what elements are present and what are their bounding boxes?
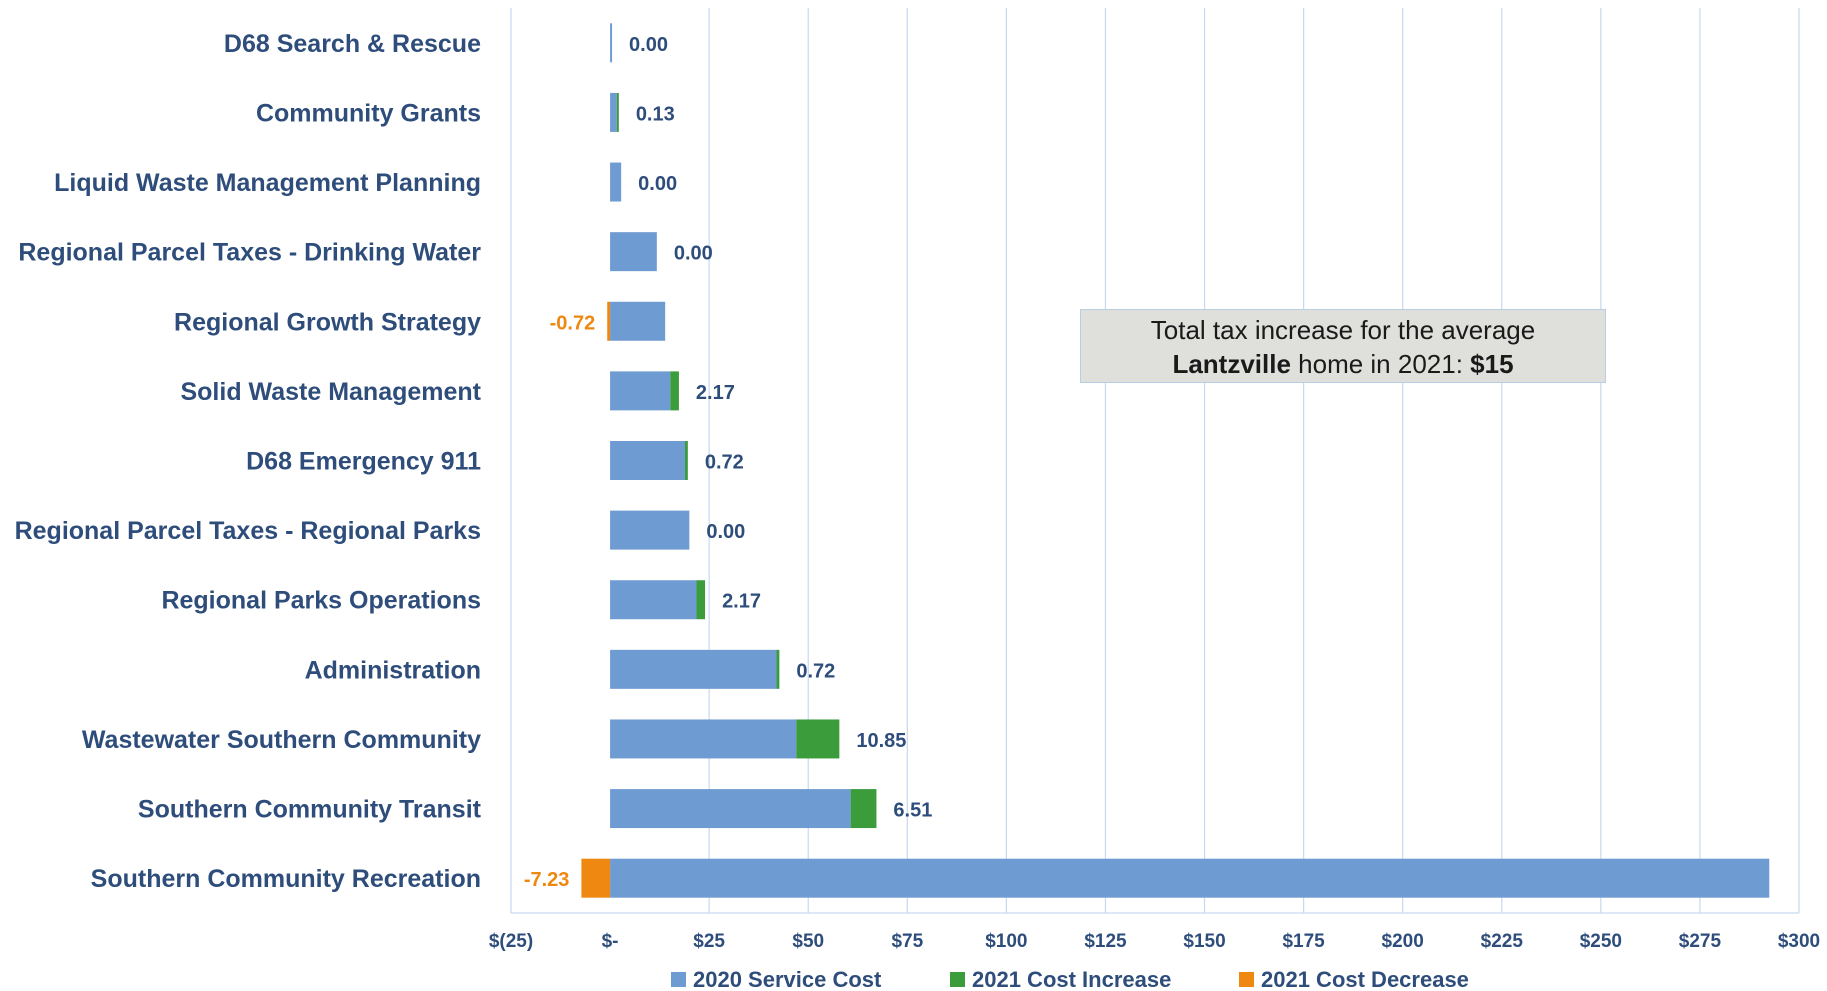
legend-swatch-2021-cost-decrease (1239, 972, 1254, 987)
x-tick-label: $25 (693, 931, 725, 952)
data-label-d68-search-rescue: 0.00 (629, 34, 668, 56)
legend-swatch-2021-cost-increase (950, 972, 965, 987)
data-label-liquid-waste-management-planning: 0.00 (638, 173, 677, 195)
legend-label-2021-cost-increase: 2021 Cost Increase (972, 967, 1171, 991)
data-label-regional-parks-operations: 2.17 (722, 591, 761, 613)
category-label-d68-emergency-911: D68 Emergency 911 (246, 448, 481, 476)
x-tick-labels: $(25) $- $25 $50 $75 $100 $125 $150 $175 $200 $225… (489, 931, 1820, 952)
bar-2020-service-cost-regional-parcel-taxes-regional-parks (610, 510, 690, 550)
data-label-regional-parcel-taxes-regional-parks: 0.00 (706, 521, 745, 543)
data-label-community-grants: 0.13 (636, 103, 675, 125)
data-label-wastewater-southern-community: 10.85 (856, 730, 906, 752)
legend: 2020 Service Cost 2021 Cost Increase 2021 … (671, 967, 1469, 991)
bar-2020-service-cost-administration (610, 649, 777, 689)
x-tick-label: $- (602, 931, 619, 952)
x-tick-label: $250 (1580, 931, 1622, 952)
x-tick-label: $175 (1282, 931, 1325, 952)
category-label-liquid-waste-management-planning: Liquid Waste Management Planning (54, 169, 481, 197)
category-label-regional-parcel-taxes-drinking-water: Regional Parcel Taxes - Drinking Water (18, 239, 481, 267)
bar-2020-service-cost-southern-community-recreation (610, 858, 1770, 898)
category-label-wastewater-southern-community: Wastewater Southern Community (82, 726, 481, 754)
bar-2020-service-cost-wastewater-southern-community (610, 719, 797, 759)
x-tick-label: $125 (1084, 931, 1127, 952)
bars (581, 23, 1770, 898)
bar-2021-cost-increase-southern-community-transit (850, 789, 877, 829)
bar-2021-cost-decrease-regional-growth-strategy (607, 301, 611, 341)
bar-2021-cost-increase-regional-parks-operations (696, 580, 706, 620)
data-label-regional-parcel-taxes-drinking-water: 0.00 (674, 243, 713, 265)
data-label-regional-growth-strategy: -0.72 (550, 312, 596, 334)
category-label-southern-community-transit: Southern Community Transit (138, 796, 482, 824)
category-label-regional-parcel-taxes-regional-parks: Regional Parcel Taxes - Regional Parks (15, 517, 481, 545)
category-label-regional-growth-strategy: Regional Growth Strategy (174, 308, 481, 336)
data-label-solid-waste-management: 2.17 (696, 382, 735, 404)
data-label-southern-community-recreation: -7.23 (524, 869, 570, 891)
category-label-solid-waste-management: Solid Waste Management (180, 378, 481, 406)
bar-2021-cost-decrease-southern-community-recreation (581, 858, 611, 898)
bar-2021-cost-increase-wastewater-southern-community (796, 719, 840, 759)
bar-2021-cost-increase-community-grants (616, 92, 619, 132)
bar-2020-service-cost-d68-search-rescue (610, 23, 613, 63)
x-tick-label: $75 (891, 931, 923, 952)
bar-2020-service-cost-liquid-waste-management-planning (610, 162, 622, 202)
x-tick-label: $(25) (489, 931, 533, 952)
category-label-regional-parks-operations: Regional Parks Operations (161, 587, 481, 615)
x-tick-label: $100 (985, 931, 1027, 952)
category-labels: D68 Search & Rescue Community Grants Liqui… (15, 30, 482, 893)
x-tick-label: $275 (1679, 931, 1722, 952)
annotation-text: home in 2021: (1290, 349, 1471, 379)
bar-2020-service-cost-regional-growth-strategy (610, 301, 666, 341)
bar-2020-service-cost-d68-emergency-911 (610, 441, 685, 480)
total-tax-annotation: Total tax increase for the average Lantz… (1080, 309, 1606, 383)
x-tick-label: $50 (792, 931, 824, 952)
legend-label-2020-service-cost: 2020 Service Cost (693, 967, 882, 991)
category-label-administration: Administration (305, 656, 481, 684)
bar-2021-cost-increase-d68-emergency-911 (684, 441, 688, 480)
x-tick-label: $225 (1481, 931, 1524, 952)
annotation-place: Lantzville (1172, 349, 1291, 379)
legend-label-2021-cost-decrease: 2021 Cost Decrease (1261, 967, 1469, 991)
x-tick-label: $200 (1382, 931, 1424, 952)
bar-2020-service-cost-community-grants (610, 92, 617, 132)
data-label-administration: 0.72 (796, 660, 835, 682)
gridlines (510, 8, 1800, 913)
bar-2021-cost-increase-solid-waste-management (670, 371, 679, 411)
annotation-line1: Total tax increase for the average (1150, 315, 1536, 345)
x-tick-label: $300 (1778, 931, 1820, 952)
bar-2020-service-cost-regional-parcel-taxes-drinking-water (610, 232, 657, 272)
data-label-d68-emergency-911: 0.72 (705, 452, 744, 474)
bar-2020-service-cost-regional-parks-operations (610, 580, 697, 620)
data-label-southern-community-transit: 6.51 (893, 800, 932, 822)
data-labels: 0.00 0.13 0.00 0.00 -0.72 2.17 0.72 0.00 2.17 0.7… (524, 34, 933, 891)
category-label-southern-community-recreation: Southern Community Recreation (91, 865, 481, 893)
legend-swatch-2020-service-cost (671, 972, 686, 987)
category-label-d68-search-rescue: D68 Search & Rescue (224, 30, 481, 58)
x-tick-label: $150 (1183, 931, 1225, 952)
annotation-line2: Lantzville home in 2021: $15 (1081, 347, 1605, 381)
category-label-community-grants: Community Grants (256, 99, 481, 127)
bar-2020-service-cost-solid-waste-management (610, 371, 671, 411)
annotation-total-value: $15 (1470, 349, 1514, 379)
bar-2020-service-cost-southern-community-transit (610, 789, 851, 829)
bar-2021-cost-increase-administration (776, 649, 780, 689)
